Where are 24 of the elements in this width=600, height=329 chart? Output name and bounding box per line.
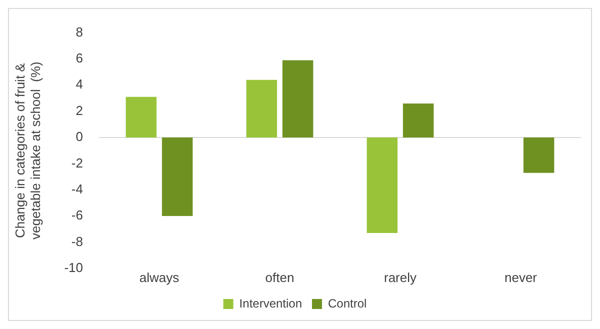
bar (523, 138, 554, 173)
y-tick-label: 0 (76, 129, 83, 144)
bar (162, 138, 193, 216)
x-tick-label: often (265, 270, 294, 285)
y-tick-label: 8 (76, 24, 83, 40)
y-tick-label: -6 (71, 208, 83, 223)
y-tick-label: -8 (71, 234, 83, 249)
y-axis-title: Change in categories of fruit & vegetable intake at school (%) (12, 62, 43, 240)
bar (366, 138, 398, 234)
y-tick-label: 4 (76, 76, 83, 92)
y-tick-label: 6 (76, 50, 83, 66)
x-tick-label: rarely (384, 270, 417, 285)
y-tick-label: 2 (76, 102, 83, 118)
legend-label: Control (328, 296, 367, 310)
x-tick-label: always (139, 270, 180, 285)
y-tick-label: -2 (71, 155, 83, 170)
bar (282, 60, 314, 138)
y-tick-label: -4 (71, 181, 83, 196)
y-tick-label: -10 (64, 260, 83, 275)
legend-label: Intervention (239, 296, 302, 310)
bar (126, 96, 157, 138)
bar (246, 80, 278, 138)
x-tick-label: never (504, 270, 538, 285)
bar (402, 103, 434, 138)
